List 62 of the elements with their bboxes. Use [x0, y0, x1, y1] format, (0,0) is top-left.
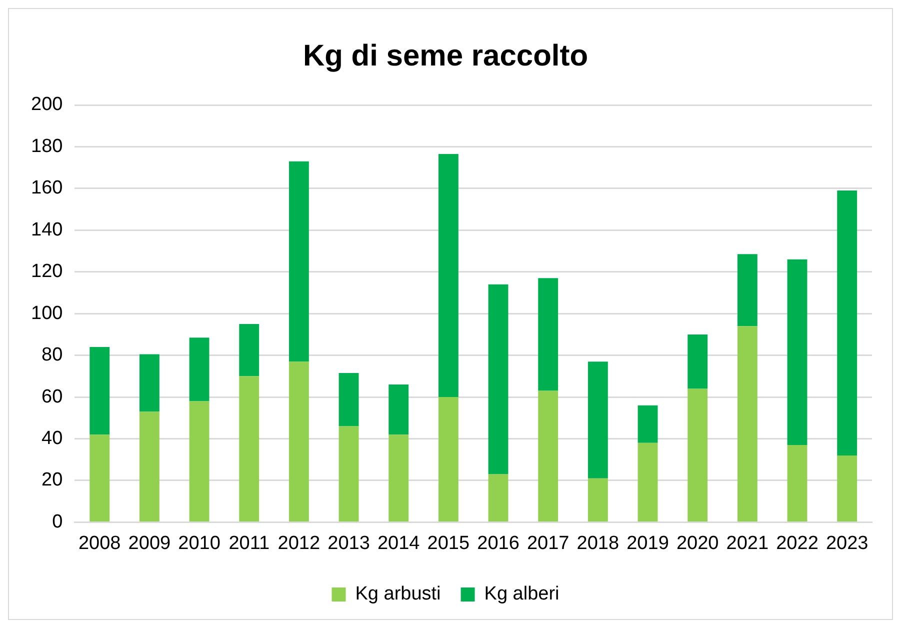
bar — [189, 401, 210, 522]
bar — [239, 376, 260, 522]
bar — [438, 397, 458, 522]
x-tick-label: 2021 — [726, 532, 769, 554]
y-tick-label: 200 — [31, 94, 63, 116]
bar — [90, 434, 110, 522]
y-tick-label: 180 — [31, 136, 63, 157]
bar — [787, 259, 808, 446]
bar — [90, 346, 110, 435]
x-tick-label: 2017 — [526, 532, 570, 554]
y-tick-label: 140 — [31, 219, 63, 240]
x-tick-label: 2011 — [228, 532, 270, 554]
bar — [737, 254, 758, 326]
x-tick-label: 2012 — [278, 532, 320, 554]
x-tick-label: 2009 — [128, 532, 171, 554]
bar — [488, 474, 508, 522]
legend-label: Kg arbusti — [355, 584, 441, 605]
y-tick-label: 0 — [52, 511, 63, 532]
chart-title: Kg di seme raccolto — [302, 39, 588, 72]
legend-label: Kg alberi — [484, 584, 560, 605]
y-tick-label: 120 — [31, 261, 63, 282]
bar — [588, 362, 608, 478]
bar — [638, 442, 658, 522]
y-tick-label: 100 — [31, 302, 63, 324]
x-tick-label: 2016 — [477, 532, 520, 554]
y-tick-label: 160 — [31, 178, 63, 199]
x-tick-label: 2015 — [427, 532, 470, 554]
bar — [388, 384, 409, 435]
y-tick-label: 60 — [42, 386, 63, 408]
bar — [638, 405, 658, 443]
bar — [139, 412, 160, 522]
x-tick-label: 2014 — [377, 532, 420, 554]
y-tick-label: 40 — [42, 428, 63, 449]
bar — [488, 284, 508, 474]
y-tick-label: 80 — [42, 344, 63, 366]
bar — [538, 390, 558, 522]
bar — [288, 362, 309, 522]
bar — [189, 338, 210, 402]
bar — [588, 478, 608, 522]
bar — [837, 190, 858, 456]
bar — [688, 388, 708, 522]
x-tick-label: 2020 — [676, 532, 719, 554]
bar — [338, 426, 359, 522]
x-tick-label: 2019 — [626, 532, 669, 554]
x-tick-label: 2022 — [776, 532, 818, 554]
bar — [239, 324, 260, 376]
y-tick-label: 20 — [42, 470, 63, 491]
bar — [737, 326, 758, 522]
bar — [438, 154, 458, 398]
x-tick-label: 2023 — [826, 532, 868, 554]
bar — [787, 445, 808, 522]
bar — [837, 455, 858, 522]
x-tick-label: 2013 — [328, 532, 370, 554]
bar — [688, 334, 708, 389]
x-tick-label: 2010 — [178, 532, 220, 554]
bar — [288, 161, 309, 362]
bar — [338, 373, 359, 426]
bar — [538, 278, 558, 391]
bar — [139, 354, 160, 412]
bar — [388, 434, 409, 522]
x-tick-label: 2018 — [576, 532, 620, 554]
x-tick-label: 2008 — [78, 532, 121, 554]
